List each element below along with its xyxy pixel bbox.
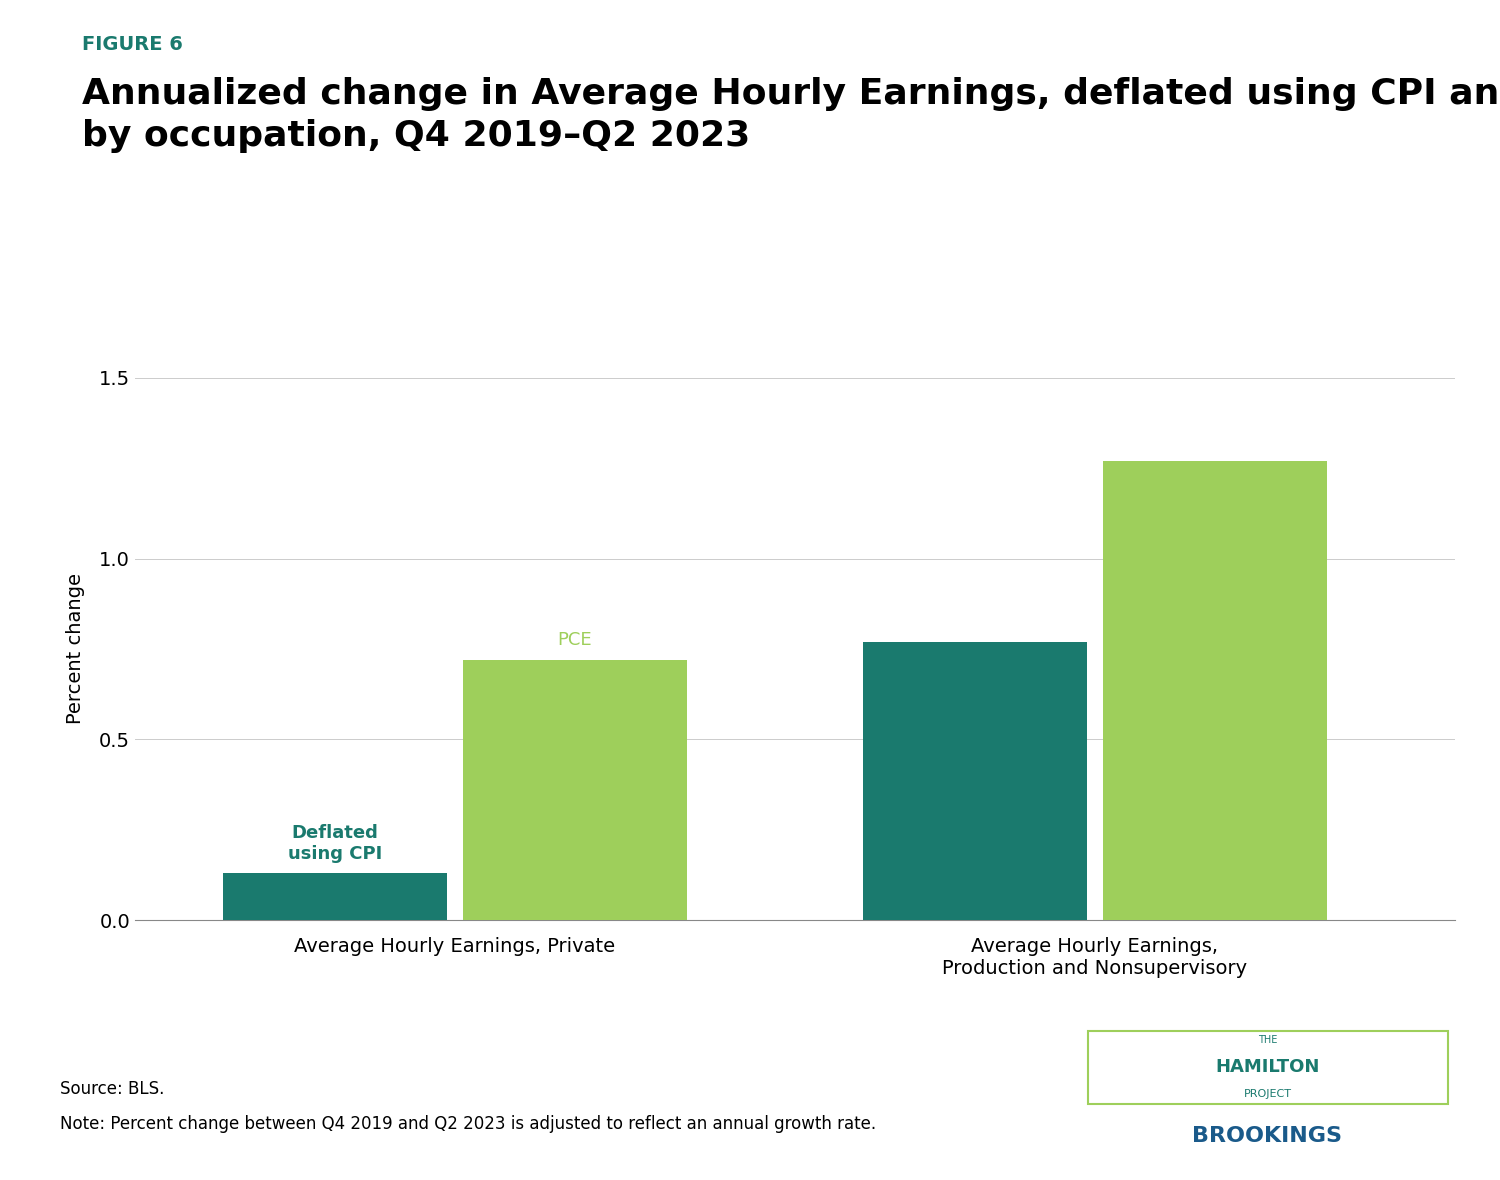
Bar bbox=[464, 660, 687, 920]
Text: FIGURE 6: FIGURE 6 bbox=[82, 35, 183, 54]
FancyBboxPatch shape bbox=[1088, 1031, 1448, 1104]
Text: Deflated
using CPI: Deflated using CPI bbox=[288, 824, 382, 863]
Bar bbox=[1102, 461, 1328, 920]
Text: THE: THE bbox=[1258, 1035, 1276, 1045]
Text: PCE: PCE bbox=[558, 631, 592, 649]
Text: Note: Percent change between Q4 2019 and Q2 2023 is adjusted to reflect an annua: Note: Percent change between Q4 2019 and… bbox=[60, 1115, 876, 1133]
Text: Source: BLS.: Source: BLS. bbox=[60, 1080, 165, 1097]
Text: PROJECT: PROJECT bbox=[1244, 1089, 1292, 1099]
Bar bbox=[224, 873, 447, 920]
Bar bbox=[862, 642, 1088, 920]
Text: HAMILTON: HAMILTON bbox=[1215, 1057, 1320, 1076]
Y-axis label: Percent change: Percent change bbox=[66, 573, 86, 725]
Text: Annualized change in Average Hourly Earnings, deflated using CPI and PCE,
by occ: Annualized change in Average Hourly Earn… bbox=[82, 77, 1500, 152]
Text: BROOKINGS: BROOKINGS bbox=[1192, 1126, 1342, 1146]
